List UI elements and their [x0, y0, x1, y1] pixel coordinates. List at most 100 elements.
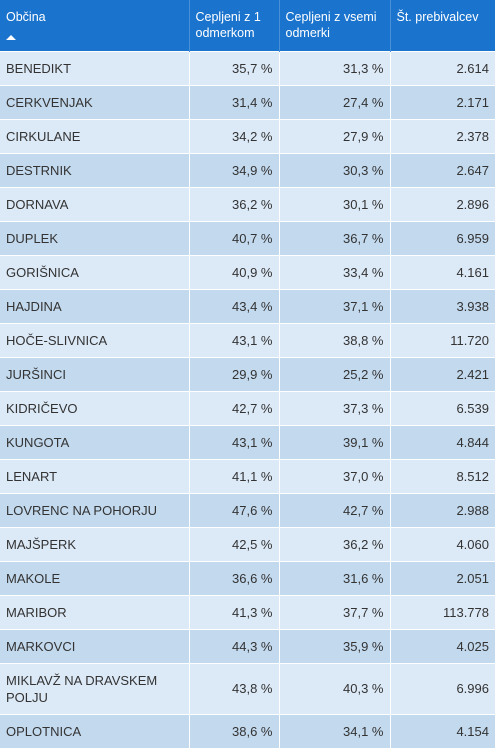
column-header-municipality-label: Občina [6, 10, 46, 24]
table-row: MARIBOR 41,3 % 37,7 % 113.778 [0, 594, 495, 629]
cell-one-dose: 36,6 % [189, 560, 280, 595]
table-row: DUPLEK 40,7 % 36,7 % 6.959 [0, 220, 495, 255]
cell-population: 2.171 [390, 84, 495, 119]
cell-all-doses: 31,3 % [279, 50, 391, 85]
cell-all-doses: 38,8 % [279, 322, 391, 357]
cell-population: 113.778 [390, 594, 495, 629]
table-row: HAJDINA 43,4 % 37,1 % 3.938 [0, 288, 495, 323]
cell-all-doses: 25,2 % [279, 356, 391, 391]
cell-all-doses: 35,9 % [279, 628, 391, 663]
table-row: HOČE-SLIVNICA 43,1 % 38,8 % 11.720 [0, 322, 495, 357]
table-row: LOVRENC NA POHORJU 47,6 % 42,7 % 2.988 [0, 492, 495, 527]
cell-population: 4.844 [390, 424, 495, 459]
cell-population: 6.539 [390, 390, 495, 425]
table-row: KIDRIČEVO 42,7 % 37,3 % 6.539 [0, 390, 495, 425]
column-header-population[interactable]: Št. prebivalcev [390, 0, 495, 51]
cell-municipality: LENART [0, 458, 190, 493]
cell-one-dose: 36,2 % [189, 186, 280, 221]
table-row: JURŠINCI 29,9 % 25,2 % 2.421 [0, 356, 495, 391]
cell-population: 4.025 [390, 628, 495, 663]
cell-one-dose: 35,7 % [189, 50, 280, 85]
cell-one-dose: 44,3 % [189, 628, 280, 663]
table-row: GORIŠNICA 40,9 % 33,4 % 4.161 [0, 254, 495, 289]
table-row: MIKLAVŽ NA DRAVSKEM POLJU 43,8 % 40,3 % 6.9… [0, 662, 495, 714]
cell-all-doses: 37,3 % [279, 390, 391, 425]
cell-all-doses: 34,1 % [279, 713, 391, 748]
column-header-all-doses-label: Cepljeni z vsemi odmerki [285, 10, 377, 40]
cell-one-dose: 34,2 % [189, 118, 280, 153]
header-row: Občina Cepljeni z 1 odmerkom Cepljeni z … [0, 0, 495, 51]
cell-municipality: BENEDIKT [0, 50, 190, 85]
cell-one-dose: 31,4 % [189, 84, 280, 119]
cell-population: 2.896 [390, 186, 495, 221]
cell-all-doses: 39,1 % [279, 424, 391, 459]
cell-all-doses: 27,9 % [279, 118, 391, 153]
cell-all-doses: 31,6 % [279, 560, 391, 595]
cell-all-doses: 37,0 % [279, 458, 391, 493]
table-row: MARKOVCI 44,3 % 35,9 % 4.025 [0, 628, 495, 663]
cell-one-dose: 43,8 % [189, 662, 280, 714]
cell-population: 4.161 [390, 254, 495, 289]
cell-all-doses: 42,7 % [279, 492, 391, 527]
table-row: DORNAVA 36,2 % 30,1 % 2.896 [0, 186, 495, 221]
column-header-one-dose[interactable]: Cepljeni z 1 odmerkom [189, 0, 280, 51]
cell-one-dose: 42,5 % [189, 526, 280, 561]
column-header-municipality[interactable]: Občina [0, 0, 190, 51]
table-row: BENEDIKT 35,7 % 31,3 % 2.614 [0, 50, 495, 85]
cell-population: 2.988 [390, 492, 495, 527]
table-body: BENEDIKT 35,7 % 31,3 % 2.614 CERKVENJAK 31,4 … [0, 50, 495, 748]
table-row: KUNGOTA 43,1 % 39,1 % 4.844 [0, 424, 495, 459]
cell-one-dose: 38,6 % [189, 713, 280, 748]
cell-population: 2.378 [390, 118, 495, 153]
column-header-all-doses[interactable]: Cepljeni z vsemi odmerki [279, 0, 391, 51]
cell-municipality: CIRKULANE [0, 118, 190, 153]
cell-population: 2.614 [390, 50, 495, 85]
cell-population: 11.720 [390, 322, 495, 357]
table-row: DESTRNIK 34,9 % 30,3 % 2.647 [0, 152, 495, 187]
cell-one-dose: 43,1 % [189, 424, 280, 459]
cell-population: 8.512 [390, 458, 495, 493]
cell-all-doses: 33,4 % [279, 254, 391, 289]
sort-ascending-icon[interactable] [6, 35, 16, 40]
cell-municipality: MARIBOR [0, 594, 190, 629]
cell-all-doses: 40,3 % [279, 662, 391, 714]
column-header-one-dose-label: Cepljeni z 1 odmerkom [195, 10, 261, 40]
table-header: Občina Cepljeni z 1 odmerkom Cepljeni z … [0, 0, 495, 51]
cell-municipality: DESTRNIK [0, 152, 190, 187]
cell-population: 6.959 [390, 220, 495, 255]
cell-one-dose: 41,3 % [189, 594, 280, 629]
table-row: OPLOTNICA 38,6 % 34,1 % 4.154 [0, 713, 495, 748]
cell-all-doses: 30,1 % [279, 186, 391, 221]
cell-population: 4.154 [390, 713, 495, 748]
cell-population: 3.938 [390, 288, 495, 323]
cell-population: 2.421 [390, 356, 495, 391]
cell-one-dose: 42,7 % [189, 390, 280, 425]
cell-all-doses: 37,1 % [279, 288, 391, 323]
cell-all-doses: 37,7 % [279, 594, 391, 629]
table-row: CIRKULANE 34,2 % 27,9 % 2.378 [0, 118, 495, 153]
cell-municipality: LOVRENC NA POHORJU [0, 492, 190, 527]
cell-all-doses: 30,3 % [279, 152, 391, 187]
cell-one-dose: 43,4 % [189, 288, 280, 323]
cell-municipality: DUPLEK [0, 220, 190, 255]
cell-municipality: MIKLAVŽ NA DRAVSKEM POLJU [0, 662, 190, 714]
cell-municipality: JURŠINCI [0, 356, 190, 391]
cell-municipality: OPLOTNICA [0, 713, 190, 748]
cell-municipality: MARKOVCI [0, 628, 190, 663]
cell-all-doses: 36,2 % [279, 526, 391, 561]
cell-one-dose: 47,6 % [189, 492, 280, 527]
cell-one-dose: 43,1 % [189, 322, 280, 357]
column-header-population-label: Št. prebivalcev [396, 10, 479, 24]
cell-municipality: MAJŠPERK [0, 526, 190, 561]
cell-municipality: GORIŠNICA [0, 254, 190, 289]
cell-all-doses: 27,4 % [279, 84, 391, 119]
cell-one-dose: 41,1 % [189, 458, 280, 493]
cell-one-dose: 40,9 % [189, 254, 280, 289]
cell-municipality: KUNGOTA [0, 424, 190, 459]
cell-municipality: KIDRIČEVO [0, 390, 190, 425]
cell-municipality: CERKVENJAK [0, 84, 190, 119]
cell-population: 6.996 [390, 662, 495, 714]
cell-one-dose: 29,9 % [189, 356, 280, 391]
cell-one-dose: 34,9 % [189, 152, 280, 187]
